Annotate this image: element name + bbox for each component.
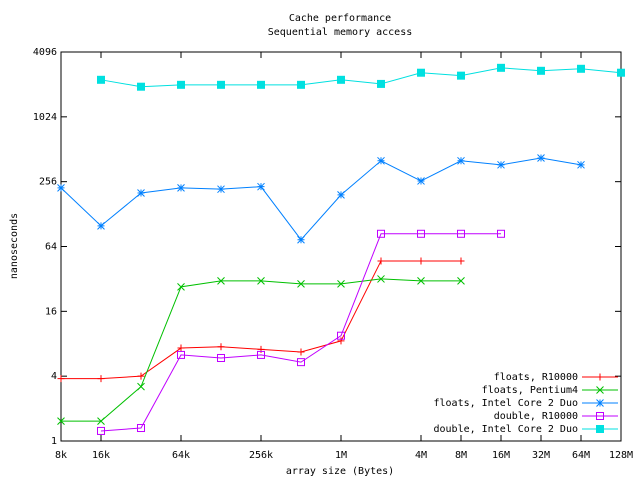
chart-title: Cache performance (289, 13, 391, 24)
marker (457, 156, 465, 165)
legend-label: double, R10000 (494, 411, 578, 422)
marker (177, 283, 185, 291)
marker (417, 177, 425, 185)
marker (97, 222, 105, 230)
marker (417, 68, 425, 77)
marker (137, 382, 145, 391)
marker (497, 229, 505, 238)
y-tick-label: 16 (45, 306, 57, 317)
marker (217, 277, 225, 285)
marker (97, 426, 105, 435)
marker (377, 257, 385, 265)
y-tick-label: 4 (51, 371, 57, 382)
marker (97, 75, 105, 84)
marker (617, 68, 625, 77)
marker (596, 425, 604, 433)
marker (457, 257, 465, 265)
x-tick-label: 32M (532, 450, 550, 461)
x-tick-label: 8k (55, 450, 67, 461)
x-tick-label: 16M (492, 450, 510, 461)
series-line (61, 260, 461, 380)
marker (297, 235, 305, 244)
marker (457, 71, 465, 80)
marker (257, 277, 265, 285)
series-line (60, 157, 582, 241)
x-tick-label: 64k (172, 450, 190, 461)
marker (297, 279, 305, 288)
marker (177, 184, 185, 192)
marker (177, 350, 185, 359)
marker (577, 160, 585, 169)
marker (596, 399, 604, 407)
x-tick-label: 4M (415, 450, 427, 461)
marker (377, 275, 385, 283)
marker (257, 182, 265, 191)
legend-label: double, Intel Core 2 Duo (434, 424, 579, 435)
marker (377, 79, 385, 88)
legend-label: floats, Pentium4 (482, 385, 578, 396)
y-tick-label: 1 (51, 436, 57, 447)
x-tick-label: 64M (572, 450, 590, 461)
marker (217, 80, 225, 89)
marker (596, 386, 604, 394)
marker (497, 160, 505, 169)
y-axis-label: nanoseconds (9, 213, 20, 279)
legend-label: floats, R10000 (494, 372, 578, 383)
marker (177, 80, 185, 89)
marker (377, 156, 385, 165)
marker (537, 66, 545, 75)
y-tick-label: 4096 (33, 47, 57, 58)
x-axis-label: array size (Bytes) (286, 466, 394, 477)
marker (457, 277, 465, 285)
series-line (100, 67, 622, 88)
marker (417, 257, 425, 265)
marker (257, 350, 265, 359)
y-tick-label: 1024 (33, 112, 57, 123)
marker (297, 80, 305, 89)
marker (337, 191, 345, 199)
marker (257, 80, 265, 89)
marker (417, 229, 425, 238)
x-tick-label: 8M (455, 450, 467, 461)
marker (537, 154, 545, 162)
x-tick-label: 1M (335, 450, 347, 461)
x-tick-label: 256k (249, 450, 273, 461)
y-tick-label: 256 (39, 177, 57, 188)
marker (57, 417, 65, 425)
marker (137, 189, 145, 197)
x-tick-label: 128M (609, 450, 633, 461)
marker (337, 279, 345, 288)
marker (137, 424, 145, 433)
marker (337, 337, 345, 345)
marker (217, 353, 225, 362)
marker (57, 375, 65, 383)
marker (217, 343, 225, 351)
marker (417, 277, 425, 285)
legend-label: floats, Intel Core 2 Duo (434, 398, 579, 409)
chart-subtitle: Sequential memory access (268, 27, 413, 38)
marker (457, 229, 465, 238)
y-tick-label: 64 (45, 242, 57, 253)
marker (497, 63, 505, 72)
marker (137, 82, 145, 91)
marker (577, 64, 585, 73)
marker (297, 348, 305, 356)
marker (57, 184, 65, 192)
marker (177, 344, 185, 352)
marker (596, 412, 604, 420)
marker (97, 417, 105, 425)
marker (377, 229, 385, 238)
series-line (100, 233, 501, 432)
marker (337, 75, 345, 84)
marker (596, 373, 604, 381)
marker (297, 358, 305, 367)
marker (137, 372, 145, 380)
marker (217, 185, 225, 194)
marker (337, 331, 345, 340)
x-tick-label: 16k (92, 450, 110, 461)
marker (97, 375, 105, 383)
